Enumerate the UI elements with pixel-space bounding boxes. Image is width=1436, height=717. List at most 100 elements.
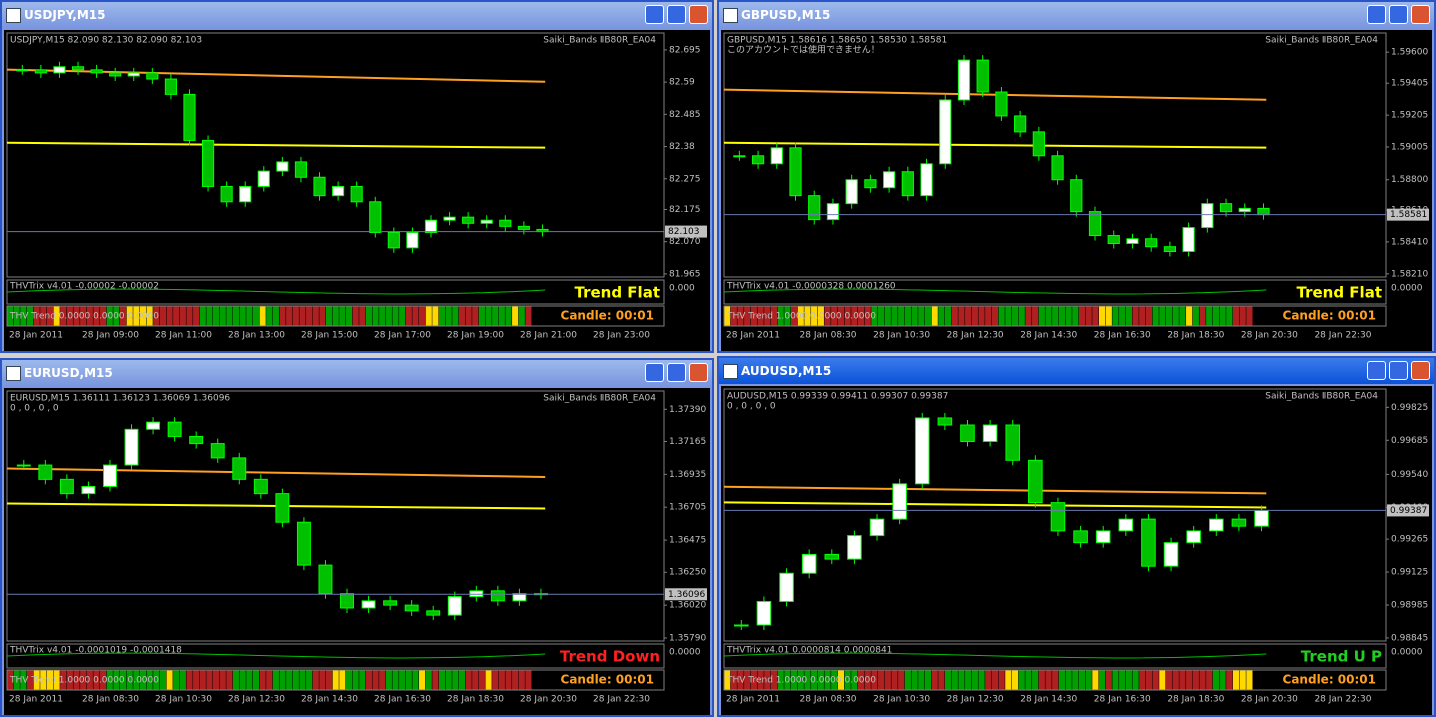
trend-segment — [864, 306, 871, 326]
symbol-header: AUDUSD,M15 0.99339 0.99411 0.99307 0.993… — [727, 392, 948, 402]
min-button[interactable] — [1367, 5, 1386, 24]
trend-segment — [817, 306, 824, 326]
price-tick-label: 0.99825 — [1391, 403, 1428, 413]
trend-segment — [958, 306, 965, 326]
title-bar: AUDUSD,M15 — [719, 358, 1434, 384]
trend-segment — [831, 306, 838, 326]
time-label: 28 Jan 12:30 — [947, 331, 1004, 341]
price-tick-label: 1.37390 — [669, 405, 706, 415]
max-button[interactable] — [667, 363, 686, 382]
trend-segment — [46, 670, 54, 690]
ma-orange — [6, 68, 546, 83]
close-button[interactable] — [689, 5, 708, 24]
trend-segment — [1078, 306, 1086, 326]
trend-segment — [804, 670, 811, 690]
trend-segment — [339, 670, 346, 690]
candle-body — [1201, 203, 1214, 229]
trend-segment — [33, 306, 40, 326]
max-button[interactable] — [667, 5, 686, 24]
trend-segment — [1226, 670, 1233, 690]
trend-segment — [478, 306, 485, 326]
current-price-label: 0.99387 — [1390, 506, 1427, 516]
min-button[interactable] — [1367, 361, 1386, 380]
candle-body — [901, 171, 914, 197]
trend-segment — [1206, 306, 1213, 326]
time-label: 28 Jan 13:00 — [228, 331, 285, 341]
time-label: 28 Jan 23:00 — [593, 331, 650, 341]
trend-segment — [871, 306, 878, 326]
trend-segment — [106, 306, 113, 326]
window-title: GBPUSD,M15 — [741, 8, 831, 22]
trend-segment — [419, 670, 426, 690]
candle-body — [1209, 518, 1224, 532]
close-button[interactable] — [1411, 361, 1430, 380]
trend-segment — [113, 306, 120, 326]
trend-segment — [345, 306, 353, 326]
price-tick-label: 81.965 — [669, 269, 701, 279]
close-button[interactable] — [1411, 5, 1430, 24]
candle-body — [733, 155, 746, 158]
candle-body — [276, 161, 289, 172]
trend-segment — [352, 306, 359, 326]
trend-segment — [965, 670, 972, 690]
trix-header: THVTrix v4.01 -0.0000328 0.0001260 — [726, 282, 896, 292]
min-button[interactable] — [645, 363, 664, 382]
trend-segment — [737, 670, 744, 690]
candle-body — [847, 535, 862, 560]
candle-body — [426, 610, 441, 616]
price-tick-label: 1.37165 — [669, 437, 706, 447]
trend-segment — [279, 670, 286, 690]
trend-segment — [73, 670, 80, 690]
trend-segment — [1219, 306, 1226, 326]
trend-segment — [1199, 306, 1206, 326]
trend-segment — [1092, 306, 1099, 326]
trend-segment — [1025, 670, 1032, 690]
trend-segment — [33, 670, 40, 690]
trend-segment — [777, 670, 784, 690]
trend-segment — [332, 670, 339, 690]
candle-body — [183, 93, 196, 141]
symbol-header: EURUSD,M15 1.36111 1.36123 1.36069 1.360… — [10, 394, 230, 404]
trend-segment — [804, 306, 811, 326]
ma-orange — [723, 88, 1267, 101]
trend-segment — [306, 306, 313, 326]
candle-body — [1073, 530, 1088, 544]
candle-body — [734, 624, 749, 627]
candle-body — [313, 176, 326, 197]
trend-segment — [100, 670, 107, 690]
candle-body — [779, 572, 794, 602]
trend-segment — [492, 306, 499, 326]
trend-segment — [744, 306, 751, 326]
trend-segment — [1125, 670, 1132, 690]
candle-body — [1028, 459, 1043, 504]
time-label: 28 Jan 22:30 — [1314, 695, 1371, 705]
trend-segment — [485, 670, 492, 690]
trend-segment — [226, 306, 233, 326]
trend-segment — [1139, 306, 1146, 326]
trend-segment — [737, 306, 744, 326]
trend-segment — [1246, 306, 1253, 326]
trend-segment — [1065, 306, 1072, 326]
trend-segment — [985, 306, 992, 326]
candle-body — [164, 78, 177, 95]
trend-segment — [379, 306, 386, 326]
trend-segment — [26, 306, 34, 326]
price-tick-label: 0.99125 — [1391, 568, 1428, 578]
trend-segment — [871, 670, 878, 690]
time-label: 28 Jan 10:30 — [873, 695, 930, 705]
max-button[interactable] — [1389, 5, 1408, 24]
candle-body — [808, 195, 821, 221]
trend-segment — [1105, 306, 1112, 326]
candle-body — [824, 553, 840, 560]
min-button[interactable] — [645, 5, 664, 24]
max-button[interactable] — [1389, 361, 1408, 380]
time-label: 28 Jan 2011 — [726, 331, 780, 341]
trend-segment — [119, 670, 127, 690]
ma-orange — [6, 467, 546, 478]
trend-segment — [518, 306, 525, 326]
trend-segment — [1058, 306, 1066, 326]
candle-body — [490, 590, 505, 602]
price-tick-label: 0.99540 — [1391, 470, 1428, 480]
close-button[interactable] — [689, 363, 708, 382]
trend-segment — [173, 670, 180, 690]
